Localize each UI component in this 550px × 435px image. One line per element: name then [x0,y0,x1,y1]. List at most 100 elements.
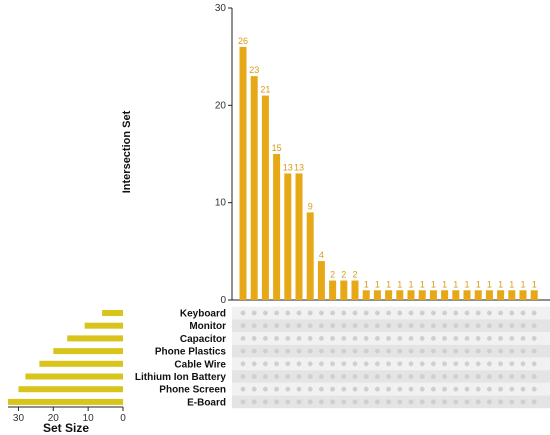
matrix-dot-inactive [330,374,335,379]
set-size-bar [25,373,124,380]
matrix-dot-inactive [307,336,313,341]
matrix-dot-inactive [330,361,335,367]
y-tick-label: 30 [215,3,227,14]
matrix-dot-inactive [397,361,403,367]
matrix-dot-inactive [397,399,403,405]
matrix-dot-inactive [520,323,526,329]
intersection-bar-label: 1 [397,279,402,289]
matrix-dot-inactive [386,310,391,316]
y-tick-label: 20 [215,100,227,111]
matrix-dot-inactive [341,310,347,316]
intersection-bar [519,290,527,300]
intersection-bar [273,154,281,300]
matrix-dot-inactive [319,348,324,354]
matrix-dot-inactive [397,336,403,341]
matrix-dot-inactive [475,336,481,341]
matrix-dot-inactive [319,374,324,379]
matrix-dot-inactive [341,336,347,341]
matrix-dot-inactive [531,386,537,392]
matrix-dot-inactive [341,399,347,405]
matrix-dot-inactive [240,361,246,367]
intersection-bar-label: 1 [520,279,525,289]
matrix-dot-inactive [330,399,335,405]
matrix-dot-inactive [285,386,291,392]
intersection-bar [261,95,269,300]
matrix-dot-inactive [408,386,414,392]
matrix-dot-inactive [274,374,279,379]
set-label: Cable Wire [174,359,226,370]
matrix-dot-inactive [330,386,335,392]
matrix-dot-inactive [464,323,470,329]
set-size-tick-label: 10 [83,413,95,424]
matrix-dot-inactive [475,361,481,367]
matrix-dot-inactive [240,348,246,354]
set-size-tick-label: 30 [13,413,25,424]
matrix-dot-inactive [274,336,279,341]
matrix-dot-inactive [240,374,246,379]
matrix-dot-inactive [274,361,279,367]
set-label: Phone Plastics [155,347,227,358]
matrix-dot-inactive [397,374,403,379]
matrix-dot-inactive [419,386,425,392]
matrix-dot-inactive [341,323,347,329]
matrix-dot-inactive [487,399,492,405]
matrix-dot-inactive [475,323,481,329]
matrix-dot-inactive [251,323,257,329]
intersection-bar-label: 26 [238,36,248,46]
matrix-dot-inactive [363,310,369,316]
matrix-dot-inactive [375,361,380,367]
matrix-dot-inactive [431,386,436,392]
matrix-dot-inactive [363,348,369,354]
intersection-bar [250,76,258,300]
matrix-dot-inactive [464,348,470,354]
matrix-dot-inactive [408,310,414,316]
matrix-dot-inactive [285,348,291,354]
intersection-bar [452,290,460,300]
matrix-dot-inactive [442,399,447,405]
matrix-dot-inactive [442,361,447,367]
matrix-dot-inactive [285,336,291,341]
matrix-dot-inactive [330,310,335,316]
intersection-bar [429,290,437,300]
intersection-bar-label: 1 [386,279,391,289]
intersection-bar [317,261,325,300]
matrix-dot-inactive [509,323,515,329]
intersection-bar-label: 1 [498,279,503,289]
matrix-dot-inactive [274,348,279,354]
matrix-dot-inactive [240,310,246,316]
matrix-dot-inactive [408,374,414,379]
intersection-bar-label: 1 [431,279,436,289]
matrix-dot-inactive [386,386,391,392]
matrix-dot-inactive [251,310,257,316]
intersection-bar-label: 1 [509,279,514,289]
intersection-bar-label: 4 [319,250,324,260]
matrix-dot-inactive [352,361,358,367]
matrix-dot-inactive [363,399,369,405]
matrix-dot-inactive [453,323,459,329]
intersection-bar-label: 1 [442,279,447,289]
matrix-dot-inactive [352,310,358,316]
intersection-bar [340,280,348,300]
matrix-background [232,306,550,409]
matrix-dot-inactive [509,361,515,367]
matrix-dot-inactive [307,374,313,379]
intersection-bar [351,280,359,300]
matrix-dot-inactive [520,361,526,367]
matrix-dot-inactive [352,374,358,379]
matrix-dot-inactive [431,310,436,316]
matrix-dot-inactive [263,386,268,392]
set-label: Monitor [189,321,226,332]
matrix-dot-inactive [285,323,291,329]
matrix-dot-inactive [363,386,369,392]
matrix-dot-inactive [487,336,492,341]
matrix-dot-inactive [431,323,436,329]
matrix-dot-inactive [274,310,279,316]
matrix-dot-inactive [453,361,459,367]
matrix-dot-inactive [453,399,459,405]
matrix-dot-inactive [498,310,503,316]
intersection-bar-label: 21 [260,85,270,95]
matrix-dot-inactive [263,361,268,367]
matrix-dot-inactive [397,348,403,354]
matrix-dot-inactive [498,336,503,341]
intersection-bar-label: 1 [375,279,380,289]
